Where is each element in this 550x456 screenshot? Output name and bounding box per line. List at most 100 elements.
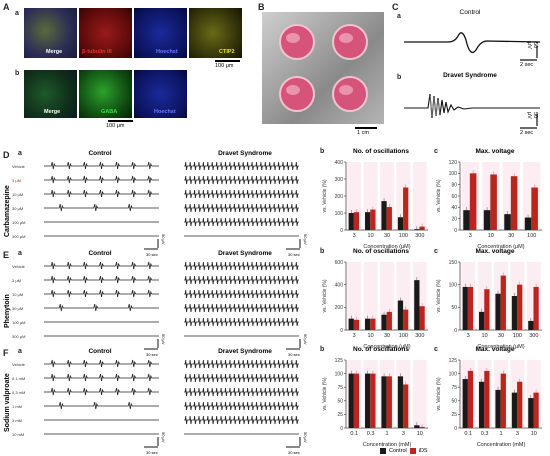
bar-control-1 [381, 376, 387, 428]
x-tick-label: 10 [368, 233, 374, 239]
y-tick-label: 400 [335, 282, 344, 288]
y-tick-label: 100 [449, 171, 458, 177]
bar-control-10 [483, 210, 491, 230]
x-tick-label: 3 [516, 431, 519, 437]
micro-label-beta-tubulin: β-tubulin III [82, 49, 112, 55]
y-tick-label: 75 [451, 385, 457, 391]
bar-control-300 [414, 229, 420, 230]
trace-dravet-f-1 [184, 373, 299, 383]
f-time-scale-dravet: 30 sec [288, 450, 300, 455]
x-tick-label: 300 [529, 333, 538, 339]
trace-dravet-d-3 [184, 203, 299, 213]
y-tick-label: 200 [335, 305, 344, 311]
y-axis-label: vs. Vehicle (%) [322, 279, 328, 312]
chart-legend: Control iDS [380, 448, 428, 454]
y-tick-label: 60 [451, 194, 457, 200]
x-tick-label: 0.1 [464, 431, 472, 437]
micro-gaba: GABA [79, 70, 132, 118]
bar-control-10 [414, 425, 420, 428]
x-tick-label: 100 [399, 233, 408, 239]
x-axis-label: Concentration (mM) [477, 442, 526, 448]
bar-ids-3 [467, 286, 474, 330]
y-axis-label: vs. Vehicle (%) [322, 377, 328, 410]
micro-merge-gaba: Merge [24, 70, 77, 118]
subpanel-label-d-c: c [434, 148, 438, 155]
row-label-e-3: 30 μM [12, 306, 24, 311]
x-tick-label: 30 [384, 333, 390, 339]
subpanel-label-f-c: c [434, 346, 438, 353]
d-voltage-scale-control: 50 μV [161, 234, 166, 245]
y-tick-label: 0 [454, 328, 457, 334]
trace-c-control [404, 32, 541, 61]
row-label-f-3: 1 mM [12, 404, 22, 409]
traces-e [44, 261, 301, 350]
micro-hoechst-b: Hoechst [134, 70, 187, 118]
bar-control-0.1 [348, 373, 354, 428]
trace-control-f-0 [44, 359, 159, 368]
f-title-control: Control [88, 348, 112, 355]
d-time-scale-dravet: 30 sec [288, 252, 300, 257]
y-tick-label: 600 [335, 260, 344, 266]
trace-control-e-1 [44, 275, 159, 284]
bar-control-0.3 [479, 381, 485, 428]
bar-ids-100 [403, 309, 409, 330]
bar-ids-3 [517, 381, 523, 428]
x-tick-label: 30 [508, 233, 514, 239]
bar-ids-300 [419, 226, 425, 230]
bar-control-3 [348, 318, 354, 330]
legend-swatch-control [380, 448, 386, 454]
bar-ids-10 [484, 289, 490, 330]
y-tick-label: 125 [335, 358, 344, 364]
row-label-d-2: 10 μM [12, 192, 24, 197]
x-tick-label: 100 [527, 233, 536, 239]
f-title-dravet: Dravet Syndrome [218, 348, 272, 355]
f-voltage-scale-dravet: 50 μV [303, 432, 308, 443]
drug-label-sodium-valproate: Sodium valproate [4, 373, 11, 432]
micro-beta-tubulin: β-tubulin III [79, 8, 132, 58]
trace-dravet-e-3 [184, 303, 299, 313]
micro-label-merge-b: Merge [44, 109, 61, 115]
micro-label-ctip2: CTIP2 [219, 49, 235, 55]
row-label-f-0: Vehicle [12, 362, 25, 367]
bar-control-0.1 [462, 379, 468, 428]
trace-control-d-3 [44, 203, 159, 212]
e-title-control: Control [88, 250, 112, 257]
bar-control-100 [524, 217, 532, 230]
row-label-f-4: 3 mM [12, 418, 22, 423]
row-label-e-0: Vehicle [12, 264, 25, 269]
bar-ids-100 [531, 187, 538, 230]
x-tick-label: 3 [353, 333, 356, 339]
subpanel-label-e-c: c [434, 248, 438, 255]
bar-ids-3 [353, 319, 360, 330]
micro-merge: Merge [24, 8, 77, 58]
subpanel-label-d-a: a [18, 150, 22, 157]
trace-dravet-d-2 [184, 189, 299, 199]
row-label-d-3: 30 μM [12, 206, 24, 211]
traces-f [44, 359, 301, 448]
c-a-time-scale: 2 sec [520, 62, 534, 68]
row-label-f-2: 0.3 mM [12, 390, 26, 395]
y-tick-label: 120 [449, 160, 458, 166]
trace-control-d-0 [44, 161, 159, 170]
panel-label-b: B [258, 2, 265, 12]
bar-ids-3 [403, 384, 409, 428]
row-label-d-4: 100 μM [12, 220, 26, 225]
f-time-scale-control: 30 sec [146, 450, 158, 455]
micro-label-gaba: GABA [101, 109, 118, 115]
row-label-e-4: 100 μM [12, 320, 26, 325]
trace-control-d-2 [44, 189, 159, 198]
y-tick-label: 50 [451, 399, 457, 405]
row-label-e-2: 10 μM [12, 292, 24, 297]
e-time-scale-control: 30 sec [146, 352, 158, 357]
bar-control-300 [414, 280, 420, 330]
y-axis-label: vs. Vehicle (%) [436, 377, 442, 410]
y-tick-label: 100 [335, 371, 344, 377]
bar-control-30 [381, 314, 387, 330]
d-title-dravet: Dravet Syndrome [218, 150, 272, 157]
y-axis-label: vs. Vehicle (%) [436, 279, 442, 312]
bar-control-30 [504, 214, 511, 230]
bar-control-100 [511, 296, 518, 330]
e-voltage-scale-control: 50 μV [161, 334, 166, 345]
c-a-voltage-scale: 50 μV [526, 42, 538, 49]
y-tick-label: 50 [337, 399, 343, 405]
